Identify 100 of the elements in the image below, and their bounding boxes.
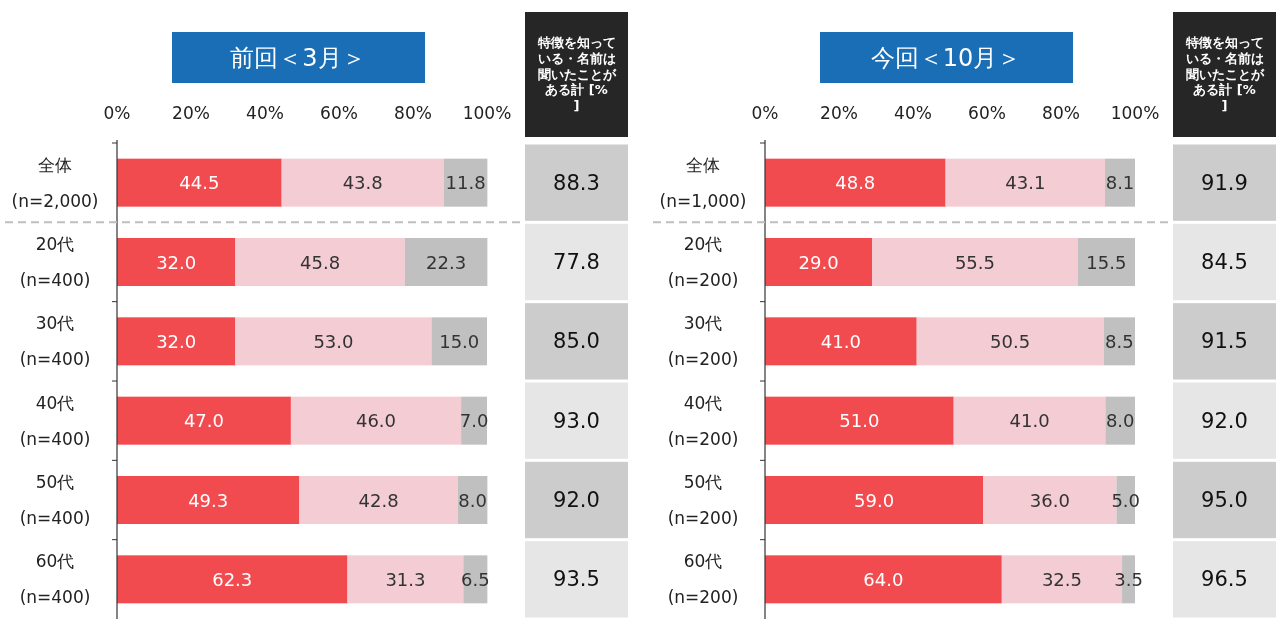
x-tick-label: 40% <box>894 103 932 123</box>
bar <box>765 317 917 366</box>
data-label: 22.3 <box>426 251 467 273</box>
y-tick-label: 60代 (n=200) <box>667 551 739 608</box>
y-tick-label: 50代 (n=200) <box>667 472 739 528</box>
data-label: 44.5 <box>179 172 220 194</box>
x-tick-label: 0% <box>103 103 131 123</box>
data-label: 15.0 <box>439 330 480 352</box>
y-tick-label: 20代 (n=200) <box>667 234 739 290</box>
text: 93.0 <box>553 408 600 433</box>
x-tick-label: 80% <box>1042 103 1080 123</box>
bar <box>117 476 300 524</box>
data-label: 42.8 <box>358 489 399 511</box>
data-label: 43.1 <box>1005 172 1046 194</box>
text: 特徴を知っている・名前は聞いたことがある計 [%] <box>1184 35 1265 113</box>
bar <box>765 158 946 207</box>
data-label: 36.0 <box>1029 489 1070 511</box>
y-tick-label: 全体 (n=1,000) <box>659 154 747 211</box>
y-tick-label: 50代 (n=400) <box>19 472 91 528</box>
x-tick-label: 20% <box>820 103 858 123</box>
text: 85.0 <box>553 329 600 354</box>
data-label: 47.0 <box>183 410 224 432</box>
data-label: 32.0 <box>156 330 197 352</box>
data-label: 64.0 <box>863 568 904 590</box>
x-tick-label: 40% <box>246 103 284 123</box>
text: 84.5 <box>1201 250 1248 274</box>
bar <box>1077 238 1135 286</box>
y-tick-label: 全体 (n=2,000) <box>11 154 99 211</box>
text: 91.9 <box>1201 170 1248 195</box>
data-label: 31.3 <box>385 568 426 590</box>
data-label: 32.5 <box>1041 568 1082 590</box>
data-label: 3.5 <box>1114 568 1143 590</box>
bar <box>117 555 348 604</box>
data-label: 45.8 <box>300 251 341 273</box>
bar <box>347 555 464 604</box>
data-label: 51.0 <box>839 410 880 432</box>
chart-title: 前回＜3月＞ <box>230 44 366 72</box>
data-label: 6.5 <box>461 568 490 590</box>
bar <box>431 317 487 366</box>
y-tick-label: 40代 (n=400) <box>19 392 91 449</box>
data-label: 15.5 <box>1086 251 1127 273</box>
text: 95.0 <box>1201 488 1248 512</box>
data-label: 32.0 <box>156 251 197 273</box>
x-tick-label: 100% <box>1110 103 1160 123</box>
text: 96.5 <box>1201 567 1248 592</box>
data-label: 59.0 <box>854 489 895 511</box>
text: 93.5 <box>553 567 600 592</box>
data-label: 41.0 <box>1009 410 1050 432</box>
y-tick-label: 30代 (n=200) <box>667 313 739 370</box>
data-label: 55.5 <box>954 251 996 273</box>
bar <box>765 396 954 445</box>
bar <box>299 476 458 524</box>
x-tick-label: 100% <box>462 103 512 123</box>
data-label: 49.3 <box>188 489 229 511</box>
bar <box>235 238 405 286</box>
data-label: 29.0 <box>798 251 839 273</box>
bar <box>117 317 236 366</box>
data-label: 8.0 <box>458 489 487 511</box>
x-tick-label: 60% <box>320 103 358 123</box>
data-label: 43.8 <box>342 172 383 194</box>
x-tick-label: 60% <box>968 103 1006 123</box>
bar <box>945 158 1106 207</box>
text: 77.8 <box>553 250 600 274</box>
data-label: 11.8 <box>445 172 486 194</box>
bar <box>290 396 462 445</box>
data-label: 46.0 <box>355 410 397 432</box>
y-tick-label: 30代 (n=400) <box>19 313 91 370</box>
text: 88.3 <box>553 170 600 195</box>
bar <box>235 317 432 366</box>
y-tick-label: 20代 (n=400) <box>19 234 91 290</box>
bar <box>404 238 488 286</box>
data-label: 8.1 <box>1105 172 1135 194</box>
bar <box>117 396 291 445</box>
data-label: 5.0 <box>1111 489 1141 511</box>
bar <box>117 238 236 286</box>
bar <box>281 158 444 207</box>
y-tick-label: 40代 (n=200) <box>667 392 739 449</box>
y-tick-label: 60代 (n=400) <box>19 551 91 608</box>
data-label: 50.5 <box>990 330 1031 352</box>
data-label: 62.3 <box>212 568 253 590</box>
chart-title: 今回＜10月＞ <box>870 44 1022 72</box>
x-tick-label: 80% <box>394 103 432 123</box>
bar <box>953 396 1106 445</box>
text: 91.5 <box>1201 329 1248 354</box>
text: 92.0 <box>1201 408 1248 433</box>
data-label: 53.0 <box>313 330 354 352</box>
bar <box>916 317 1104 366</box>
data-label: 8.0 <box>1105 410 1135 432</box>
data-label: 48.8 <box>835 172 876 194</box>
bar <box>765 555 1002 604</box>
data-label: 7.0 <box>459 410 489 432</box>
bar <box>765 238 873 286</box>
data-label: 8.5 <box>1104 330 1134 352</box>
text: 92.0 <box>553 488 600 512</box>
bar <box>765 476 984 524</box>
bar <box>117 158 282 207</box>
x-tick-label: 20% <box>172 103 210 123</box>
text: 特徴を知っている・名前は聞いたことがある計 [%] <box>536 35 617 113</box>
bar <box>872 238 1078 286</box>
x-tick-label: 0% <box>751 103 779 123</box>
